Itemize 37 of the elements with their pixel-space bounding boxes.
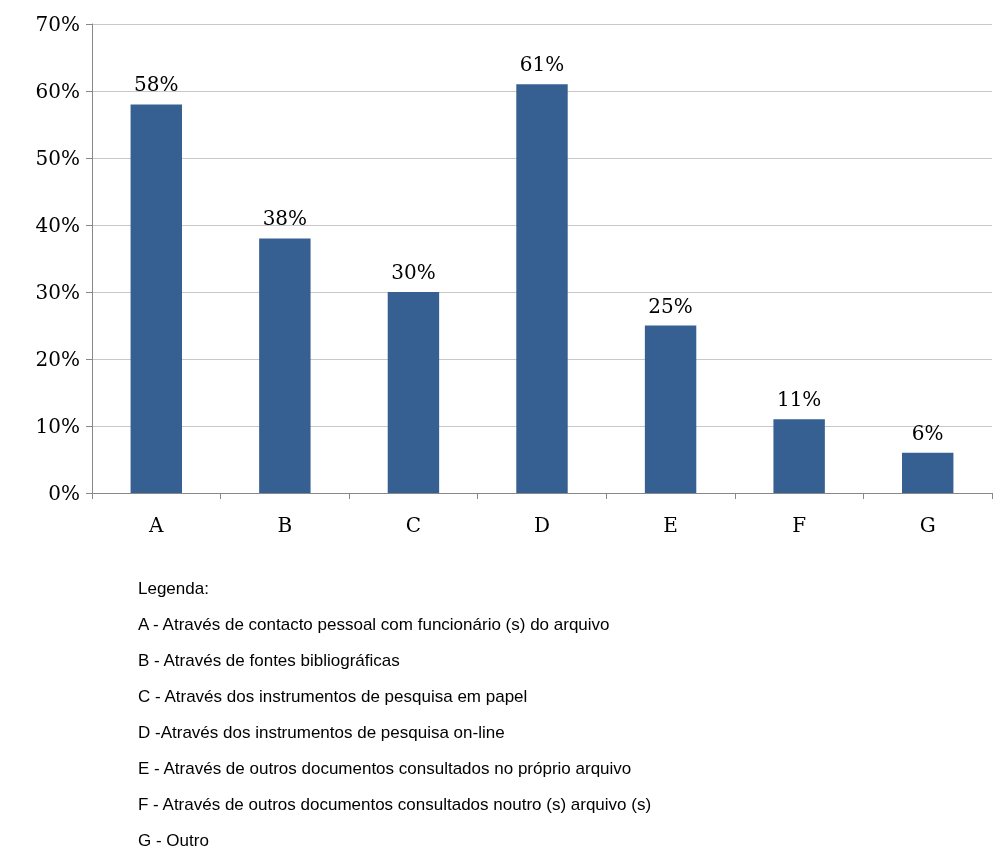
bar [644,325,697,493]
text: B - Através de fontes bibliográficas [138,651,400,670]
bar [516,84,568,493]
data-label: 30% [391,260,436,284]
y-tick-label: 20% [35,347,80,371]
y-tick-label: 0% [48,481,80,505]
y-tick-label: 40% [35,213,80,237]
text: G - Outro [138,831,209,850]
bar [130,104,182,493]
text: D -Através dos instrumentos de pesquisa on-line [138,723,505,742]
data-label: 11% [776,387,822,412]
bar [902,452,954,493]
data-label: 6% [911,420,944,445]
y-tick-label: 30% [35,280,80,304]
text: Legenda: [138,579,209,598]
bar [773,419,825,493]
x-tick-label: C [405,513,422,537]
text: C - Através dos instrumentos de pesquisa em papel [138,687,528,706]
x-tick-label: A [148,513,165,537]
y-tick-label: 70% [35,12,80,36]
y-tick-label: 50% [35,146,80,170]
x-tick-label: D [533,513,551,537]
text: F - Através de outros documentos consultados noutro (s) arquivo (s) [138,795,652,814]
x-tick-label: F [792,513,807,537]
y-tick-label: 60% [35,79,80,103]
data-label: 58% [134,72,179,97]
y-tick-label: 10% [35,414,80,438]
data-label: 25% [648,293,693,318]
text: E - Através de outros documentos consultados no próprio arquivo [138,759,632,778]
x-tick-label: E [663,513,678,537]
bar [387,292,440,493]
data-label: 38% [262,206,308,231]
x-tick-label: G [919,513,936,537]
text: A - Através de contacto pessoal com funcionário (s) do arquivo [138,615,610,634]
bar [259,238,311,493]
x-tick-label: B [277,513,293,537]
data-label: 61% [519,52,565,77]
